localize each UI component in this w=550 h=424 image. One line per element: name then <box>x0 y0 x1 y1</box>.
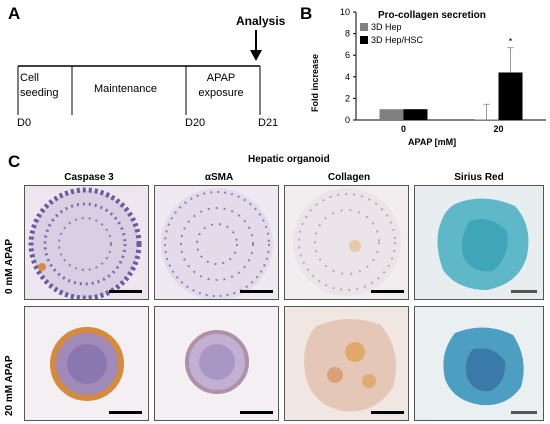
phase-apap-exposure: APAP exposure <box>198 72 244 99</box>
y-tick-label: 6 <box>345 50 350 60</box>
scale-bar <box>511 411 537 414</box>
x-tick-label: 20 <box>493 124 503 134</box>
phase-maintenance: Maintenance <box>94 83 157 95</box>
scale-bar <box>109 290 142 293</box>
micrograph-collagen-0mm <box>284 185 409 300</box>
x-tick-label: 0 <box>401 124 406 134</box>
analysis-arrow-icon <box>250 30 262 61</box>
y-tick-label: 4 <box>345 72 350 82</box>
panel-c-title: Hepatic organoid <box>248 154 330 165</box>
micrograph-siriusred-20mm <box>414 306 544 421</box>
column-caspase3: Caspase 3 <box>64 172 114 183</box>
legend-swatch <box>360 23 368 31</box>
scale-bar <box>109 411 142 414</box>
row-20mm-apap: 20 mM APAP <box>4 355 15 416</box>
row-0mm-apap: 0 mM APAP <box>4 238 15 294</box>
y-tick-label: 10 <box>340 7 350 17</box>
scale-bar <box>371 411 404 414</box>
bar-chart: 0 2 4 6 8 10 0 20 * 3D Hep 3D Hep/HSC <box>340 7 546 134</box>
panel-a-letter: A <box>8 4 21 23</box>
panel-b-letter: B <box>300 4 313 23</box>
panel-c-letter: C <box>8 152 21 171</box>
significance-mark: * <box>509 37 513 47</box>
micrograph-asma-20mm <box>154 306 279 421</box>
column-asma: αSMA <box>204 172 234 183</box>
bar <box>498 72 523 120</box>
column-collagen: Collagen <box>327 172 371 183</box>
chart-title: Pro-collagen secretion <box>378 10 486 21</box>
day-d0: D0 <box>17 117 32 129</box>
day-d20: D20 <box>185 117 206 129</box>
day-d21: D21 <box>258 117 279 129</box>
micrograph-caspase3-0mm <box>24 185 149 300</box>
phase-cell-seeding: Cell seeding <box>20 72 59 99</box>
scale-bar <box>240 290 273 293</box>
micrograph-asma-0mm <box>154 185 279 300</box>
bar <box>474 119 499 120</box>
bar <box>379 109 404 120</box>
timeline <box>17 65 261 115</box>
micrograph-siriusred-0mm <box>414 185 544 300</box>
scale-bar <box>371 290 404 293</box>
legend-label: 3D Hep/HSC <box>371 35 424 45</box>
bar <box>403 109 428 120</box>
y-tick-label: 0 <box>345 115 350 125</box>
scale-bar <box>240 411 273 414</box>
y-tick-label: 2 <box>345 93 350 103</box>
chart-xlabel: APAP [mM] <box>408 137 457 147</box>
legend-swatch <box>360 36 368 44</box>
scale-bar <box>511 290 537 293</box>
column-sirius-red: Sirius Red <box>454 172 504 183</box>
y-tick-label: 8 <box>345 29 350 39</box>
analysis-label: Analysis <box>236 14 286 28</box>
legend-label: 3D Hep <box>371 22 402 32</box>
micrograph-collagen-20mm <box>284 306 409 421</box>
micrograph-caspase3-20mm <box>24 306 149 421</box>
